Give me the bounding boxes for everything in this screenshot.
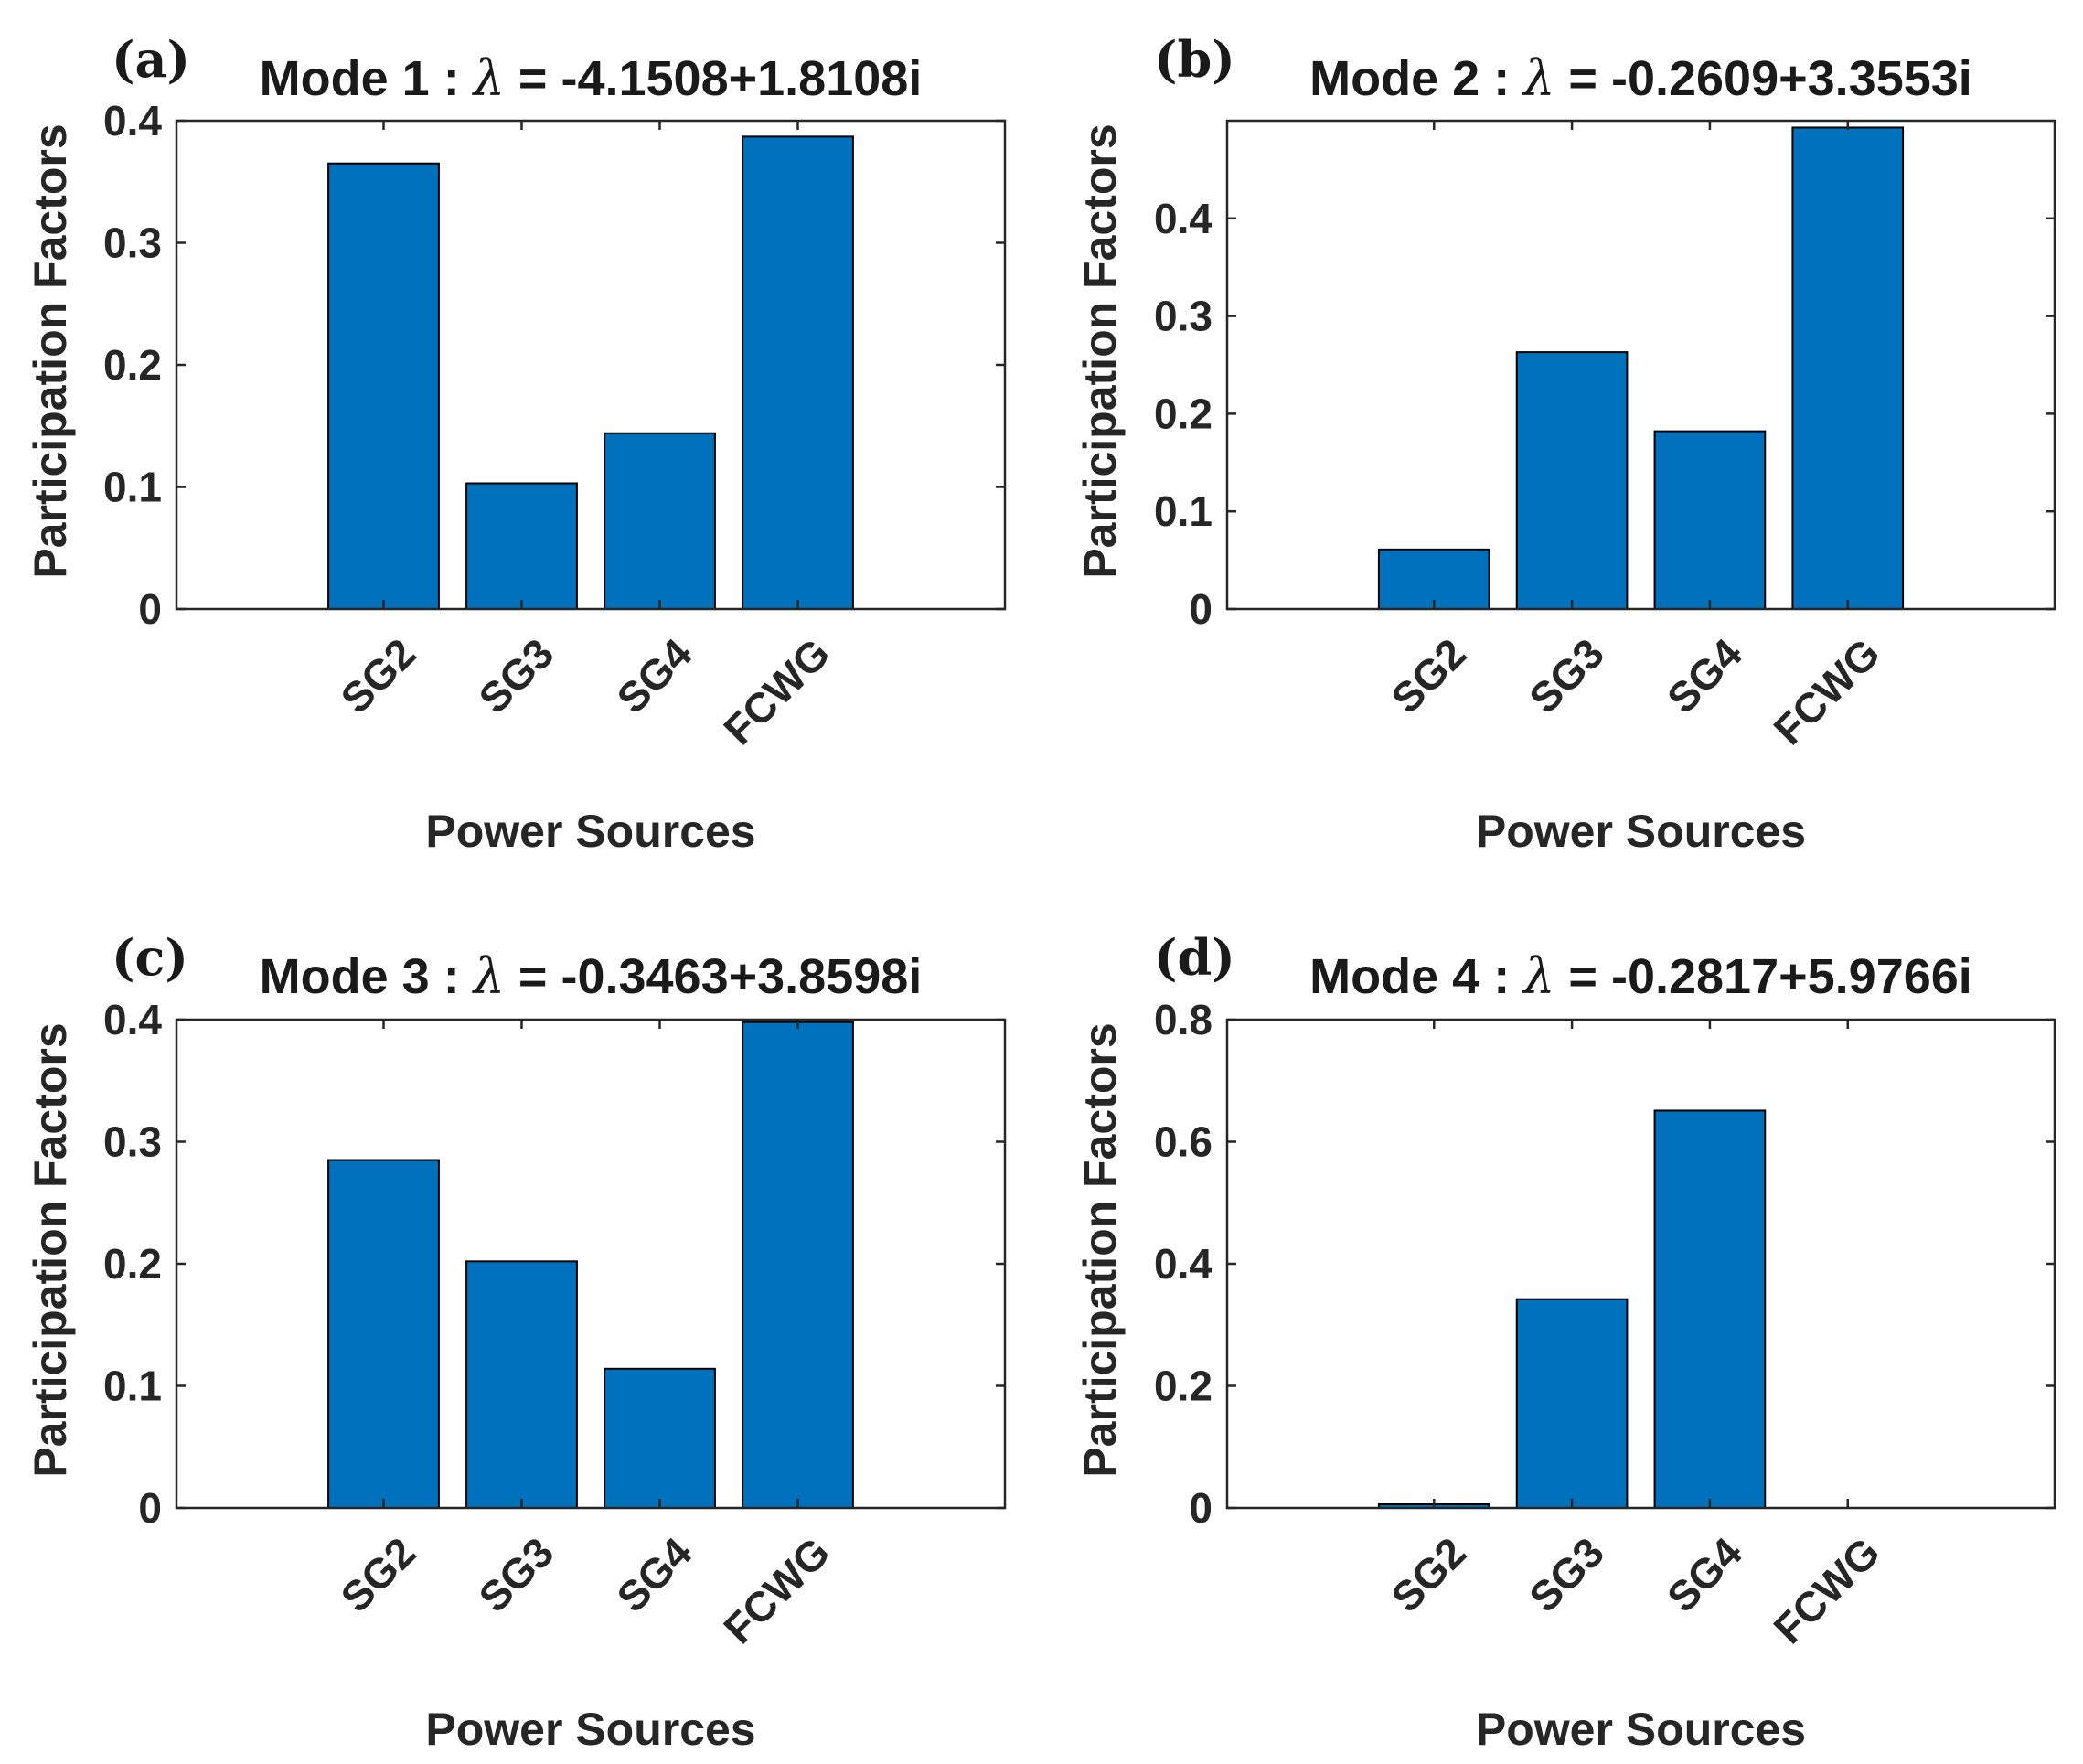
- title-lambda: λ: [472, 947, 505, 1005]
- x-axis-label: Power Sources: [425, 1704, 755, 1755]
- xtick-label-fcwg: FCWG: [1764, 629, 1888, 754]
- axes-box: [175, 1018, 1007, 1510]
- bar-sg3: [465, 1260, 578, 1509]
- panel-letter: (a): [112, 30, 190, 89]
- xtick-label-fcwg: FCWG: [1764, 1528, 1888, 1652]
- panel-letter: (d): [1154, 928, 1235, 987]
- ytick-label: 0.3: [103, 1118, 162, 1166]
- title-lambda: λ: [1522, 49, 1554, 107]
- ytick-label: 0.4: [1154, 195, 1212, 242]
- ytick-label: 0.2: [1154, 1363, 1212, 1410]
- ytick-label: 0.4: [1154, 1240, 1212, 1288]
- bar-sg2: [327, 162, 440, 610]
- axes-box: [1225, 1018, 2056, 1510]
- ytick-label: 0.8: [1154, 996, 1212, 1043]
- title-prefix: Mode 2 :: [1309, 51, 1523, 106]
- xtick-label-fcwg: FCWG: [714, 629, 839, 754]
- ytick-label: 0.2: [103, 341, 162, 389]
- y-axis-label: Participation Factors: [1074, 1022, 1126, 1477]
- title-suffix: = -0.2609+3.3553i: [1554, 51, 1971, 106]
- chart-title: Mode 1 : λ = -4.1508+1.8108i: [260, 49, 923, 107]
- ytick-label: 0.4: [103, 97, 162, 144]
- panel-letter: (b): [1154, 30, 1235, 89]
- ytick-label: 0: [1189, 585, 1212, 633]
- x-axis-label: Power Sources: [1476, 1704, 1806, 1755]
- chart-title: Mode 2 : λ = -0.2609+3.3553i: [1309, 49, 1972, 107]
- ytick-label: 0.6: [1154, 1118, 1212, 1166]
- chart-title: Mode 3 : λ = -0.3463+3.8598i: [260, 947, 923, 1005]
- xtick-label-sg2: SG2: [1382, 629, 1475, 722]
- ytick-label: 0.1: [103, 1363, 162, 1410]
- ytick-label: 0.1: [1154, 487, 1212, 535]
- xtick-label-fcwg: FCWG: [714, 1528, 839, 1652]
- axes-box: [175, 119, 1007, 611]
- ytick-label: 0.3: [103, 219, 162, 267]
- x-axis-label: Power Sources: [1476, 806, 1806, 857]
- chart-panel-3: (c) Mode 3 : λ = -0.3463+3.8598i 0 0.1 0.2 0.…: [25, 928, 1007, 1755]
- xtick-label-sg2: SG2: [331, 629, 424, 722]
- bar-sg2: [1377, 548, 1490, 610]
- title-suffix: = -0.2817+5.9766i: [1554, 949, 1971, 1004]
- xtick-label-sg4: SG4: [1658, 629, 1751, 722]
- axes-box: [1225, 119, 2056, 611]
- ytick-label: 0.2: [103, 1240, 162, 1288]
- xtick-label-sg3: SG3: [1520, 629, 1613, 722]
- xtick-label-sg4: SG4: [607, 1528, 700, 1621]
- bar-sg4: [604, 432, 716, 611]
- x-axis-label: Power Sources: [425, 806, 755, 857]
- bar-fcwg: [1791, 126, 1905, 610]
- ytick-label: 0.2: [1154, 390, 1212, 437]
- ytick-label: 0: [1189, 1484, 1212, 1532]
- panel-letter: (c): [112, 928, 188, 987]
- ytick-label: 0.4: [103, 996, 162, 1043]
- title-prefix: Mode 4 :: [1309, 949, 1523, 1004]
- bar-sg3: [1515, 1298, 1629, 1509]
- ytick-label: 0: [138, 585, 162, 633]
- chart-panel-4: (d) Mode 4 : λ = -0.2817+5.9766i 0 0.2 0.4 0.…: [1074, 928, 2056, 1755]
- y-axis-label: Participation Factors: [25, 123, 76, 578]
- bar-sg3: [1515, 351, 1629, 610]
- title-suffix: = -4.1508+1.8108i: [505, 51, 922, 106]
- y-axis-label: Participation Factors: [25, 1022, 76, 1477]
- bar-sg4: [1653, 1109, 1767, 1510]
- bar-sg3: [465, 482, 578, 610]
- title-prefix: Mode 3 :: [260, 949, 474, 1004]
- xtick-label-sg4: SG4: [1658, 1528, 1751, 1621]
- ytick-label: 0.3: [1154, 293, 1212, 340]
- bar-sg2: [327, 1159, 440, 1510]
- ytick-label: 0: [138, 1484, 162, 1532]
- xtick-label-sg2: SG2: [1382, 1528, 1475, 1621]
- title-suffix: = -0.3463+3.8598i: [505, 949, 922, 1004]
- bar-fcwg: [742, 1021, 854, 1510]
- xtick-label-sg3: SG3: [1520, 1528, 1613, 1621]
- bar-fcwg: [742, 135, 854, 611]
- xtick-label-sg3: SG3: [469, 629, 562, 722]
- chart-panel-2: (b) Mode 2 : λ = -0.2609+3.3553i 0 0.1 0.2 0.…: [1074, 30, 2056, 857]
- y-axis-label: Participation Factors: [1074, 123, 1126, 578]
- xtick-label-sg3: SG3: [469, 1528, 562, 1621]
- ytick-label: 0.1: [103, 464, 162, 511]
- bar-sg4: [1653, 430, 1767, 610]
- chart-title: Mode 4 : λ = -0.2817+5.9766i: [1309, 947, 1972, 1005]
- xtick-label-sg4: SG4: [607, 629, 700, 722]
- title-lambda: λ: [1522, 947, 1554, 1005]
- title-lambda: λ: [472, 49, 505, 107]
- title-prefix: Mode 1 :: [260, 51, 474, 106]
- chart-panel-1: (a) Mode 1 : λ = -4.1508+1.8108i 0 0.1 0.2 0.…: [25, 30, 1007, 857]
- xtick-label-sg2: SG2: [331, 1528, 424, 1621]
- bar-sg4: [604, 1367, 716, 1510]
